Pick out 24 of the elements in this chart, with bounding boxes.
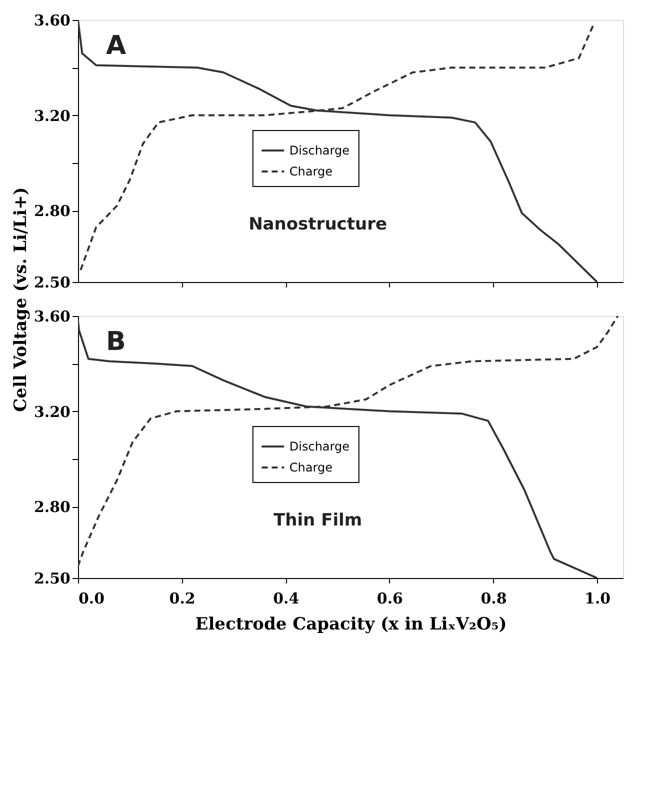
y-tick-label: 2.50 [34,274,70,292]
legend-label: Discharge [289,144,350,158]
y-tick-label: 2.80 [34,498,70,516]
x-tick-label: 0.8 [480,590,507,608]
annotation: Thin Film [274,510,362,530]
x-tick-label: 1.0 [584,590,611,608]
y-tick-label: 2.80 [34,202,70,220]
y-tick-label: 3.20 [34,402,70,421]
y-tick-label: 3.60 [34,12,70,30]
y-axis-title: Cell Voltage (vs. Li/Li+) [10,187,31,412]
x-tick-label: 0.2 [169,590,196,608]
legend-label: Charge [289,460,332,475]
annotation: B [106,327,126,357]
y-tick-label: 3.60 [34,308,70,326]
x-tick-label: 0.0 [78,590,105,608]
x-tick-label: 0.4 [273,590,300,608]
x-axis-title: Electrode Capacity (x in LiₓV₂O₅) [195,614,507,634]
legend-label: Discharge [289,440,350,454]
legend-label: Charge [289,164,332,179]
annotation: A [106,31,126,61]
annotation: Nanostructure [248,214,388,234]
y-tick-label: 2.50 [34,570,70,588]
y-tick-label: 3.20 [34,106,70,125]
x-tick-label: 0.6 [376,590,403,608]
